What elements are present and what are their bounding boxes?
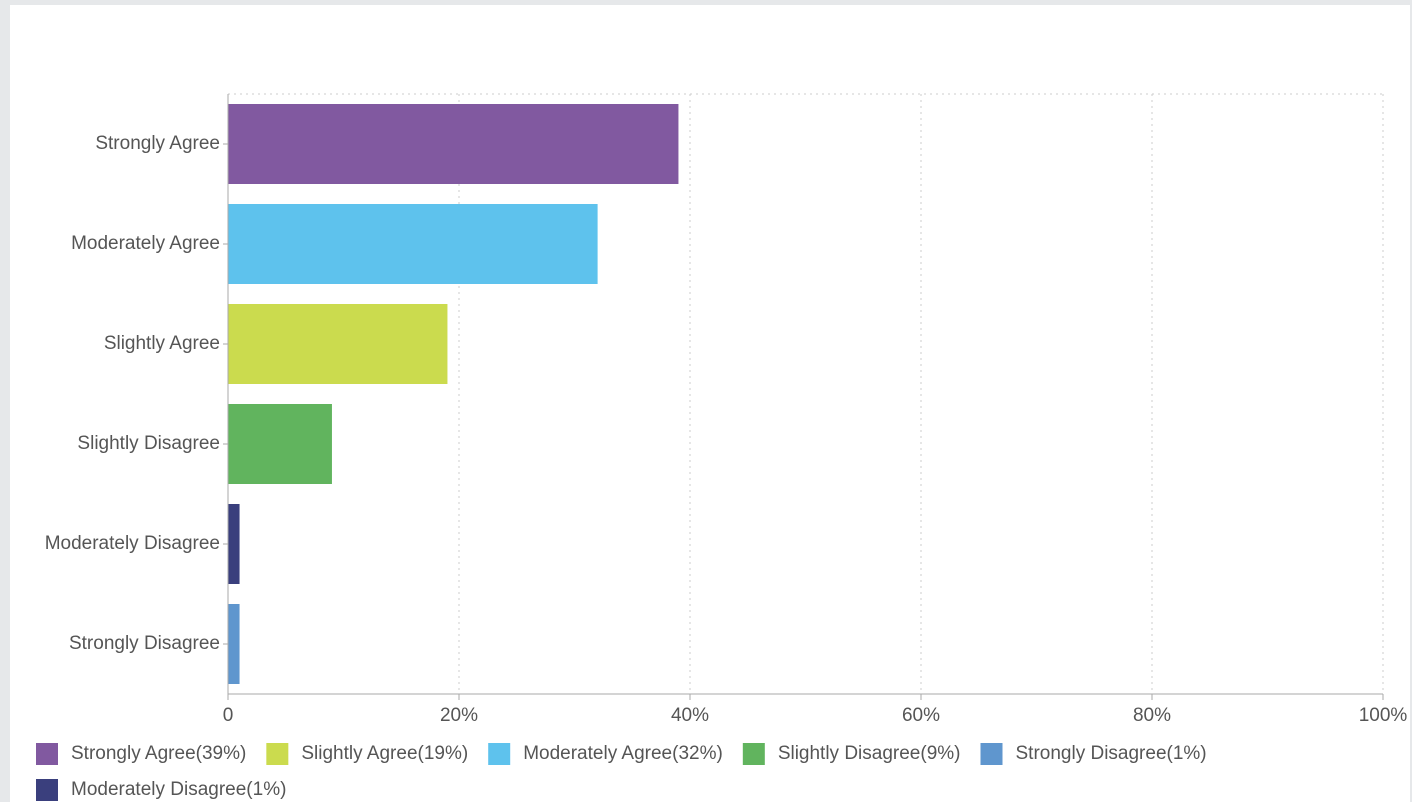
y-tick-label: Slightly Disagree	[77, 433, 220, 454]
x-tick-label: 20%	[440, 705, 478, 726]
legend-swatch	[266, 743, 289, 765]
y-tick-label: Slightly Agree	[104, 333, 220, 354]
panel	[10, 5, 1410, 802]
x-tick-label: 100%	[1359, 705, 1408, 726]
bar	[228, 204, 598, 284]
x-tick-label: 0	[223, 705, 234, 726]
y-tick-label: Strongly Agree	[95, 133, 220, 154]
legend-label: Moderately Disagree(1%)	[71, 779, 286, 800]
bar	[228, 404, 332, 484]
legend-swatch	[36, 743, 58, 765]
bar	[228, 104, 679, 184]
legend-swatch	[488, 743, 511, 765]
legend-label: Slightly Agree(19%)	[301, 743, 468, 764]
x-tick-label: 40%	[671, 705, 709, 726]
y-tick-label: Moderately Agree	[71, 233, 220, 254]
legend-label: Strongly Disagree(1%)	[1016, 743, 1207, 764]
bar	[228, 504, 240, 584]
legend-label: Slightly Disagree(9%)	[778, 743, 961, 764]
x-tick-label: 80%	[1133, 705, 1171, 726]
legend-swatch	[980, 743, 1003, 765]
bar	[228, 604, 240, 684]
x-tick-label: 60%	[902, 705, 940, 726]
legend-label: Moderately Agree(32%)	[523, 743, 723, 764]
bar	[228, 304, 448, 384]
y-tick-label: Moderately Disagree	[45, 533, 220, 554]
legend-swatch	[742, 743, 765, 765]
legend-swatch	[36, 779, 58, 801]
y-tick-label: Strongly Disagree	[69, 633, 220, 654]
legend-label: Strongly Agree(39%)	[71, 743, 246, 764]
